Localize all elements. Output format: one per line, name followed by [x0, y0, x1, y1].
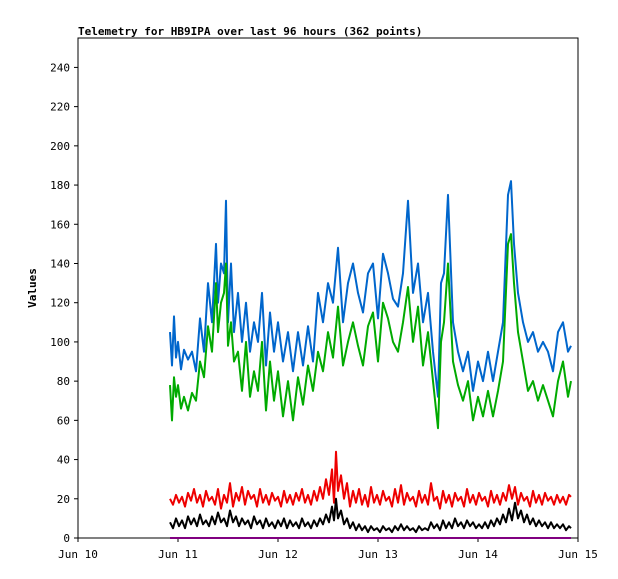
- y-tick-label: 200: [50, 140, 70, 153]
- y-tick-label: 120: [50, 297, 70, 310]
- y-tick-label: 20: [57, 493, 70, 506]
- y-tick-label: 60: [57, 414, 70, 427]
- x-tick-label: Jun 10: [58, 548, 98, 561]
- x-tick-label: Jun 12: [258, 548, 298, 561]
- series-line-2: [169, 450, 572, 510]
- y-axis-label: Values: [26, 268, 39, 308]
- y-tick-label: 160: [50, 218, 70, 231]
- x-tick-label: Jun 15: [558, 548, 598, 561]
- series-line-1: [169, 233, 572, 430]
- series-line-0: [169, 180, 572, 398]
- y-tick-label: 100: [50, 336, 70, 349]
- y-tick-label: 180: [50, 179, 70, 192]
- y-tick-label: 140: [50, 257, 70, 270]
- y-tick-label: 240: [50, 61, 70, 74]
- y-tick-label: 80: [57, 375, 70, 388]
- x-axis: Jun 10 Jun 11 Jun 12 Jun 13 Jun 14 Jun 15: [58, 538, 598, 561]
- y-tick-label: 220: [50, 101, 70, 114]
- chart-title: Telemetry for HB9IPA over last 96 hours …: [78, 25, 422, 38]
- y-axis: 0 20 40 60 80 100 120 140 160 180 200 220 240: [50, 61, 78, 545]
- series-lines: [169, 180, 572, 539]
- y-tick-label: 0: [63, 532, 70, 545]
- x-tick-label: Jun 11: [158, 548, 198, 561]
- x-tick-label: Jun 14: [458, 548, 498, 561]
- series-line-3: [169, 497, 572, 534]
- y-tick-label: 40: [57, 454, 70, 467]
- x-tick-label: Jun 13: [358, 548, 398, 561]
